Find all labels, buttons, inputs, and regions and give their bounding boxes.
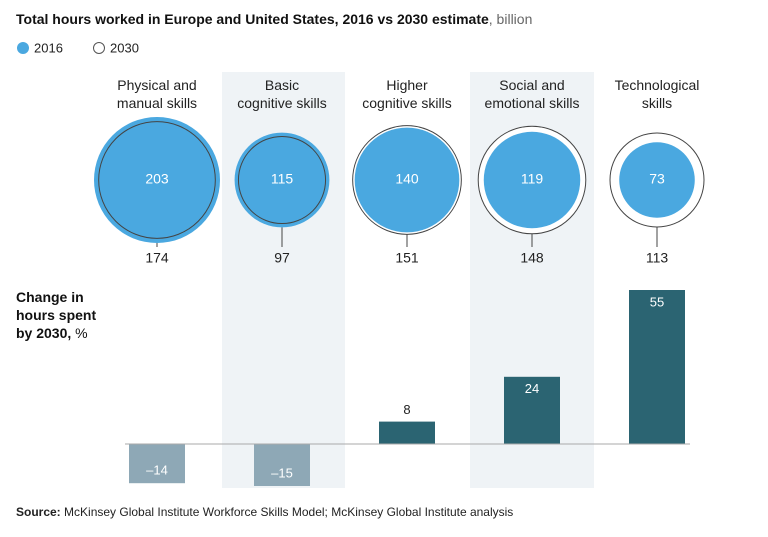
value-label-2016: 119 [521,171,544,187]
legend-swatch [93,42,105,54]
value-label-2030: 174 [145,250,169,266]
value-label-2030: 148 [520,250,544,266]
value-label-2016: 140 [395,171,419,187]
bubble-2030 [237,135,327,225]
category-label: Basic cognitive skills [237,77,327,111]
category-label: Social and emotional skills [484,77,580,111]
value-label-2030: 97 [274,250,290,266]
category-label: Physical and manual skills [116,77,198,111]
bar [129,444,185,484]
bubble-2016 [354,127,460,233]
value-label: –14 [146,463,168,478]
title-unit: , billion [489,11,533,27]
legend-label: 2030 [110,40,139,55]
value-label: 8 [403,402,410,417]
title-main: Total hours worked in Europe and United … [16,11,489,27]
bar [504,376,560,444]
legend-swatch [17,42,29,54]
value-label-2016: 73 [649,171,665,187]
bar [254,444,310,486]
bubble-2016 [619,142,695,218]
category-label: Technological skills [614,77,700,111]
bar-title-main: Change in hours spent by 2030, [16,289,97,341]
value-label: 55 [650,294,664,309]
legend-label: 2016 [34,40,63,55]
bubble-2016 [234,132,330,228]
bar [629,290,685,444]
source-label: Source: [16,505,61,519]
source-text: McKinsey Global Institute Workforce Skil… [61,505,514,519]
bar [379,421,435,444]
bubble-2016 [483,131,581,229]
category-label: Higher cognitive skills [362,77,452,111]
bubble-2030 [477,125,587,235]
value-label-2016: 203 [145,171,169,187]
value-label: –15 [271,465,293,480]
value-label-2030: 113 [646,250,669,266]
bubble-2016 [94,117,220,243]
value-label-2030: 151 [395,250,419,266]
bubble-2030 [98,121,216,239]
value-label: 24 [525,381,539,396]
chart-title: Total hours worked in Europe and United … [16,11,532,27]
source: Source: McKinsey Global Institute Workfo… [16,505,513,519]
bar-title: Change in hours spent by 2030, % [16,288,126,342]
bar-title-unit: % [71,325,88,341]
value-label-2016: 115 [271,171,294,187]
